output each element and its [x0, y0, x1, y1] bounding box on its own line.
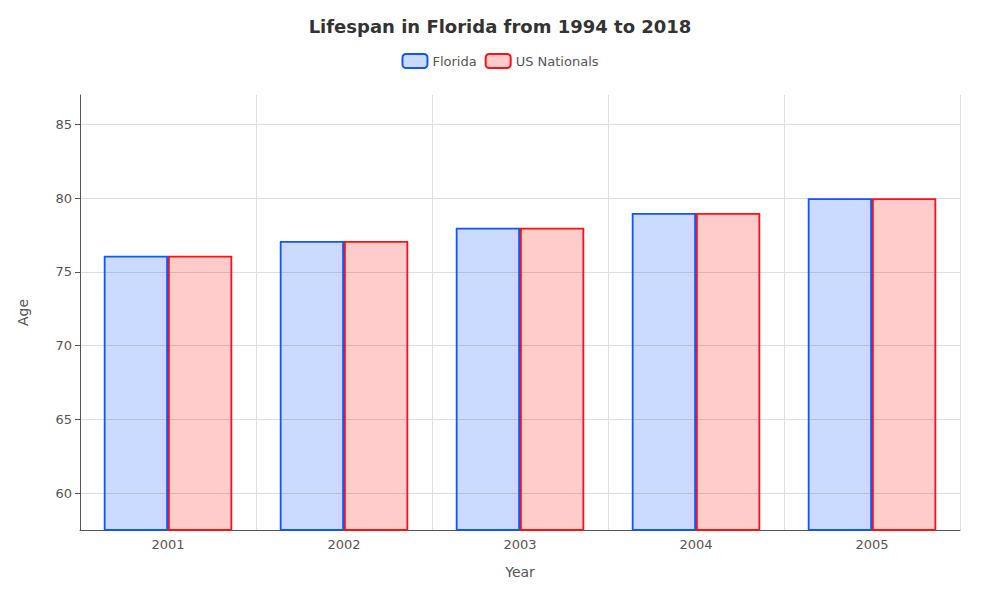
svg-text:2001: 2001 [151, 537, 184, 552]
svg-text:75: 75 [55, 264, 72, 279]
svg-text:2003: 2003 [503, 537, 536, 552]
svg-text:70: 70 [55, 338, 72, 353]
svg-text:65: 65 [55, 412, 72, 427]
svg-text:85: 85 [55, 117, 72, 132]
svg-text:60: 60 [55, 486, 72, 501]
svg-text:2004: 2004 [679, 537, 712, 552]
svg-text:2002: 2002 [327, 537, 360, 552]
svg-text:Florida: Florida [432, 54, 476, 69]
svg-text:US Nationals: US Nationals [516, 54, 599, 69]
svg-text:2005: 2005 [855, 537, 888, 552]
svg-text:Lifespan in Florida from 1994: Lifespan in Florida from 1994 to 2018 [309, 16, 692, 37]
svg-text:80: 80 [55, 191, 72, 206]
svg-text:Year: Year [504, 564, 535, 580]
svg-text:Age: Age [15, 299, 31, 326]
